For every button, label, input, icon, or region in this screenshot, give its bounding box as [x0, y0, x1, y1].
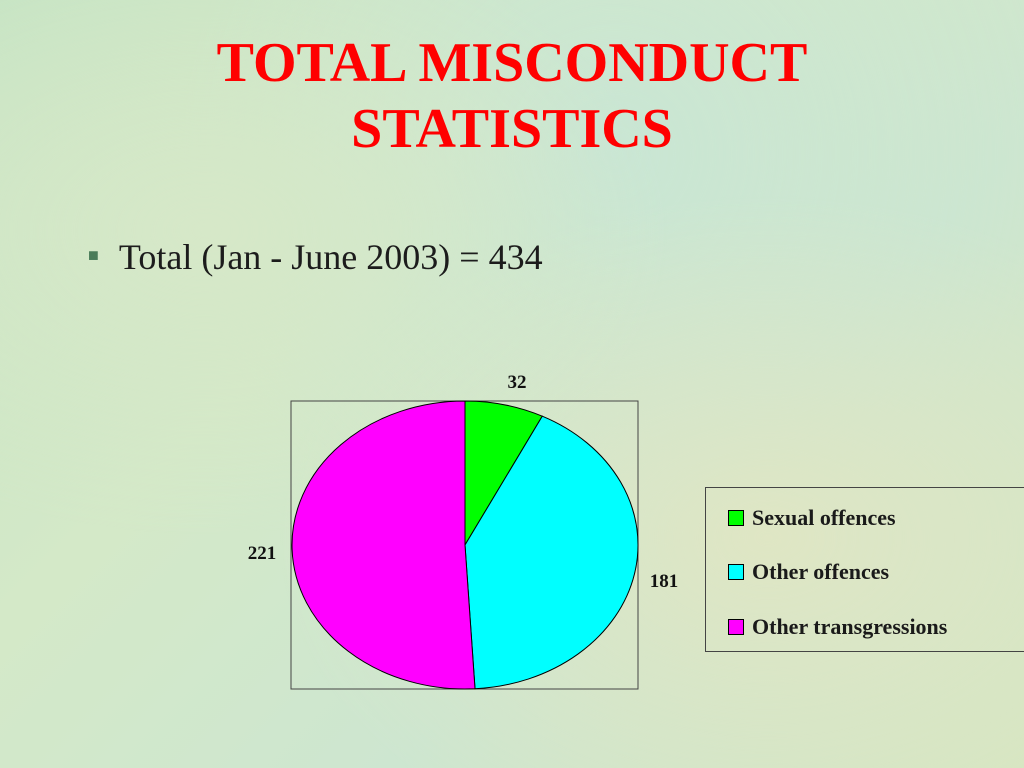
legend-item-sexual-offences: Sexual offences [728, 505, 896, 531]
legend-label-other-transgressions: Other transgressions [752, 614, 948, 639]
legend-swatch-other-transgressions [728, 619, 744, 635]
bullet-item: ■ Total (Jan - June 2003) = 434 [88, 236, 543, 278]
data-label-sexual-offences: 32 [508, 372, 527, 393]
legend-swatch-other-offences [728, 564, 744, 580]
square-bullet-icon: ■ [88, 245, 99, 265]
legend-item-other-transgressions: Other transgressions [728, 614, 947, 640]
legend-label-sexual-offences: Sexual offences [752, 505, 896, 530]
pie-slice-other-transgressions [291, 400, 476, 690]
pie-slice-other-offences [464, 415, 639, 690]
legend-item-other-offences: Other offences [728, 559, 889, 585]
data-label-other-offences: 181 [650, 571, 679, 592]
data-label-other-transgressions: 221 [248, 543, 277, 564]
legend-swatch-sexual-offences [728, 510, 744, 526]
chart-legend: Sexual offences Other offences Other tra… [705, 487, 1024, 652]
title-line-1: TOTAL MISCONDUCT [216, 32, 808, 94]
title-line-2: STATISTICS [351, 98, 673, 160]
pie-slices [291, 400, 639, 690]
slide-title: TOTAL MISCONDUCT STATISTICS [0, 30, 1024, 162]
bullet-text: Total (Jan - June 2003) = 434 [118, 237, 543, 277]
legend-label-other-offences: Other offences [752, 559, 890, 584]
